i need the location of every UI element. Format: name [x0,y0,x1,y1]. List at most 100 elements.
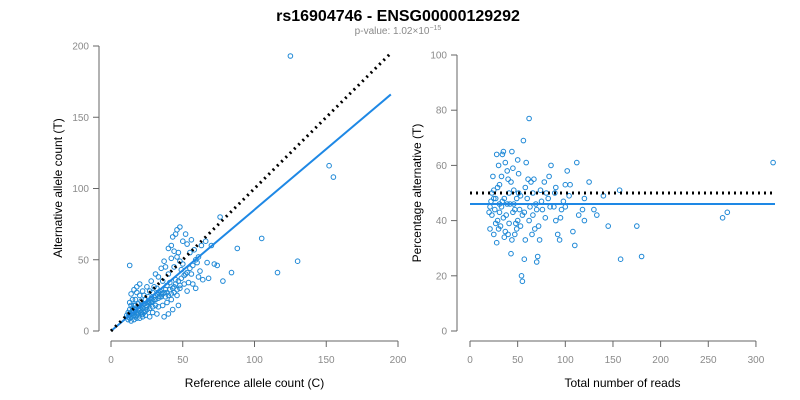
left-data-point [198,242,205,249]
right-data-point [493,151,500,158]
left-data-point [204,259,210,266]
right-data-point [546,173,552,180]
left-x-tick-label: 50 [177,355,189,366]
right-x-tick-label: 50 [512,355,524,366]
right-data-point [527,204,533,210]
right-data-point [516,206,523,213]
right-data-point [523,159,530,166]
left-data-point [174,254,180,260]
left-y-axis-label: Alternative allele count (T) [51,118,65,257]
left-data-point [148,278,154,284]
left-data-point [184,241,190,247]
right-data-point [495,226,502,232]
right-data-point [508,250,514,257]
right-data-point [529,231,535,238]
left-data-point [178,275,185,282]
right-y-tick-label: 0 [441,327,447,338]
left-data-point [155,274,162,280]
left-data-point [192,257,199,263]
right-data-point [512,231,518,238]
left-data-point [134,284,140,290]
right-data-point [513,226,520,232]
left-data-point [175,302,182,309]
right-data-point [522,184,529,191]
right-x-axis: 0 50 100 150 200 250 300 Total number of reads [467,340,765,390]
scatter-panel-left: 0 50 100 150 200 Reference allele count (C) 0 5… [51,42,407,391]
right-data-point [505,231,511,238]
left-y-axis: 0 50 100 150 200 Alternative allele count (T) [51,42,100,338]
right-data-point [531,176,537,182]
right-data-point [522,237,529,243]
left-x-axis-label: Reference allele count (C) [185,376,324,390]
right-data-point [552,190,558,196]
left-data-point [177,282,183,289]
left-x-axis: 0 50 100 150 200 Reference allele count (C) [108,340,407,390]
right-data-point [591,206,597,213]
right-data-point [719,215,726,221]
right-data-point [492,206,498,213]
left-data-point [157,294,163,300]
right-data-point [526,115,532,122]
left-data-point [208,242,215,249]
left-data-point [126,262,133,269]
left-data-point [234,245,241,252]
right-x-tick-label: 100 [557,355,574,366]
right-data-point [500,215,507,221]
right-data-point [605,223,612,229]
right-data-points [486,115,776,285]
left-data-point [192,285,199,292]
right-y-tick-label: 80 [436,106,448,117]
left-data-point [184,288,190,294]
left-data-point [177,285,183,292]
right-data-point [572,242,578,249]
right-data-point [501,234,508,240]
right-data-point [567,181,573,188]
right-data-point [487,204,493,210]
right-data-point [524,195,531,202]
left-data-point [128,318,134,324]
left-data-point [202,238,209,244]
right-y-tick-label: 100 [430,51,447,62]
right-data-point [530,212,536,218]
right-data-point [503,212,510,218]
right-data-point [533,259,540,265]
left-data-point [161,314,167,320]
left-data-point [169,234,176,240]
left-data-point [177,224,183,230]
right-x-tick-label: 150 [605,355,622,366]
left-data-point [168,255,175,262]
left-data-point [174,286,180,293]
right-data-point [493,239,500,246]
left-x-tick-label: 0 [108,355,114,366]
left-data-point [187,249,193,256]
left-data-point [171,284,177,290]
right-data-point [566,193,572,199]
left-data-point [128,291,134,297]
right-data-point [505,176,511,182]
right-data-point [574,159,580,166]
right-data-point [513,195,520,202]
left-y-tick-label: 200 [72,42,89,53]
right-data-point [554,231,561,238]
left-data-point [174,292,180,299]
left-data-points [124,53,337,324]
left-data-point [155,304,162,310]
left-x-tick-label: 100 [246,355,263,366]
left-data-point [294,258,301,265]
right-data-point [535,223,542,229]
right-data-point [556,237,563,243]
right-data-point [509,237,515,243]
right-data-point [543,190,550,196]
left-data-point [131,286,137,293]
right-data-point [496,209,503,216]
left-data-point [144,284,150,290]
left-data-point [152,302,159,309]
left-data-point [142,308,149,314]
right-data-point [520,137,527,144]
subtitle-exponent: −15 [429,25,441,32]
left-x-tick-label: 200 [390,355,407,366]
left-data-point [165,292,172,299]
left-data-point [326,162,332,169]
left-data-point [149,304,156,310]
